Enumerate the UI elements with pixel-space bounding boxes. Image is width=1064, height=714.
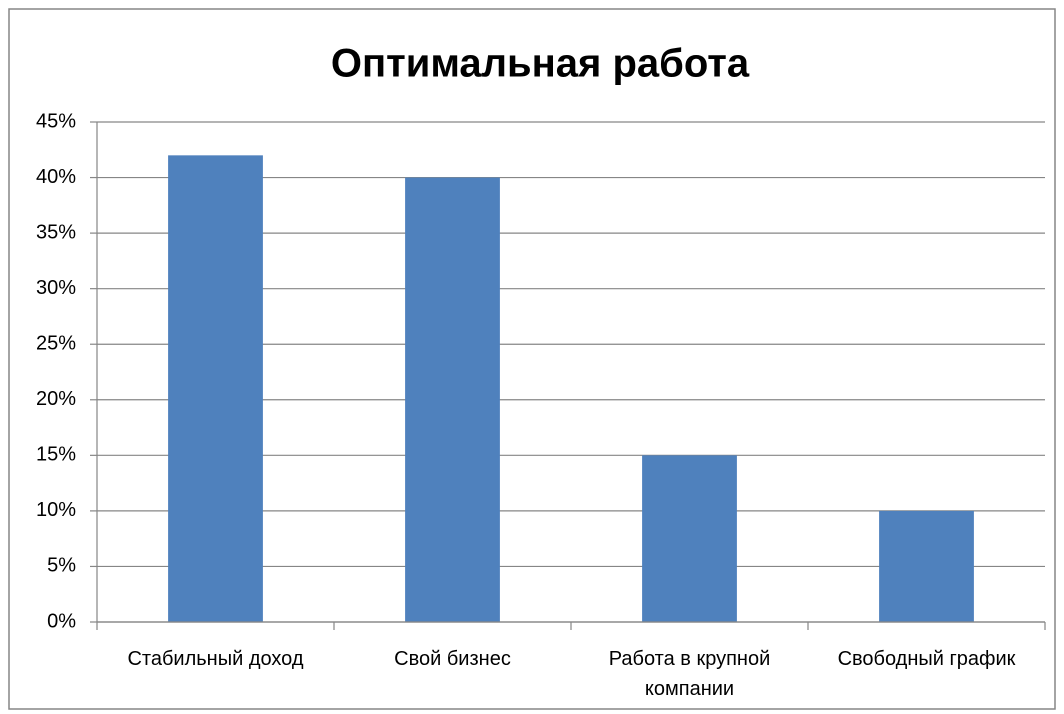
bar (879, 510, 974, 622)
x-tick-label: Свой бизнес (394, 648, 511, 670)
bar (168, 155, 263, 623)
y-tick-label: 15% (36, 444, 76, 466)
y-tick-label: 10% (36, 499, 76, 521)
x-tick-label: Работа в крупной компании (608, 648, 771, 700)
y-tick-label: 5% (47, 555, 76, 577)
y-tick-label: 35% (36, 221, 76, 243)
chart-title: Оптимальная работа (331, 42, 750, 86)
bar (642, 455, 737, 622)
y-tick-label: 0% (47, 610, 76, 632)
bar (405, 177, 500, 623)
y-tick-label: 40% (36, 166, 76, 188)
y-tick-label: 45% (36, 110, 76, 132)
y-tick-label: 25% (36, 333, 76, 355)
x-tick-label: Свободный график (837, 648, 1016, 670)
y-tick-label: 20% (36, 388, 76, 410)
y-tick-label: 30% (36, 277, 76, 299)
x-tick-label: Стабильный доход (127, 648, 304, 670)
